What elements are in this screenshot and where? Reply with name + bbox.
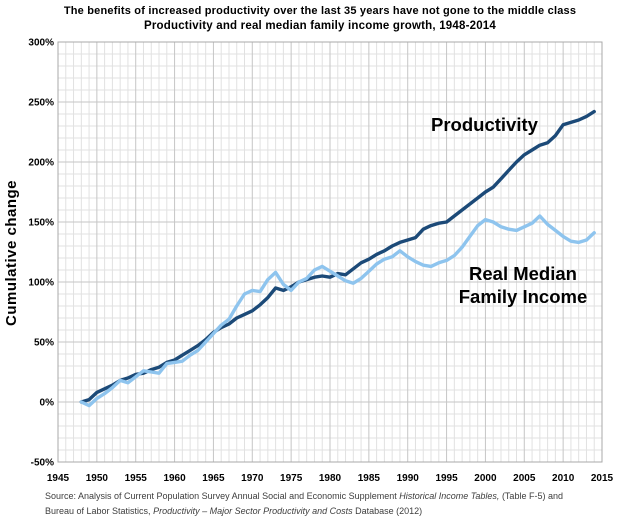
source-text-segment: Source: Analysis of Current Population S… [45,491,400,501]
productivity-series-label: Productivity [431,114,539,135]
income-line [79,214,596,408]
source-text-segment: Database (2012) [352,506,423,516]
chart-title: The benefits of increased productivity o… [0,5,640,32]
y-tick-label: -50% [31,458,54,469]
source-note-line1: Source: Analysis of Current Population S… [45,489,620,504]
y-axis-tick-labels: 300% 250% 200% 150% 100% 50% 0% -50% [28,38,54,469]
chart-title-line1: The benefits of increased productivity o… [63,5,577,17]
y-tick-label: 250% [28,98,54,109]
y-tick-label: 0% [40,398,55,409]
x-tick-label: 1975 [280,473,303,484]
gridlines-major [57,41,603,463]
source-note-line2: Bureau of Labor Statistics, Productivity… [45,504,620,519]
x-tick-label: 1955 [125,473,148,484]
y-axis-title: Cumulative change [3,180,20,326]
income-series-label-line1: Real Median [469,263,577,284]
y-tick-label: 50% [34,338,54,349]
x-axis-tick-labels: 1945 1950 1955 1960 1965 1970 1975 1980 1985 1990… [47,473,614,484]
x-tick-label: 2010 [552,473,575,484]
x-tick-label: 2000 [474,473,497,484]
source-italic-segment: Productivity – Major Sector Productivity… [153,506,353,516]
x-tick-label: 1945 [47,473,70,484]
x-tick-label: 2015 [591,473,614,484]
chart-title-line2: Productivity and real median family inco… [143,20,496,32]
x-tick-label: 1995 [435,473,458,484]
plot-frame [57,41,603,463]
x-tick-label: 1965 [202,473,225,484]
income-series-label-line2: Family Income [459,286,588,307]
source-text-segment: (Table F-5) and [499,491,563,501]
x-tick-label: 1980 [319,473,342,484]
source-italic-segment: Historical Income Tables, [399,491,500,501]
x-tick-label: 1970 [241,473,264,484]
y-tick-label: 100% [28,278,54,289]
x-tick-label: 1990 [397,473,420,484]
series-lines [79,109,596,408]
y-tick-label: 300% [28,38,54,49]
y-tick-label: 200% [28,158,54,169]
x-tick-label: 2005 [513,473,536,484]
x-tick-label: 1950 [86,473,109,484]
x-tick-label: 1960 [163,473,186,484]
source-text-segment: Bureau of Labor Statistics, [45,506,154,516]
y-tick-label: 150% [28,218,54,229]
x-tick-label: 1985 [358,473,381,484]
source-note: Source: Analysis of Current Population S… [45,489,620,519]
